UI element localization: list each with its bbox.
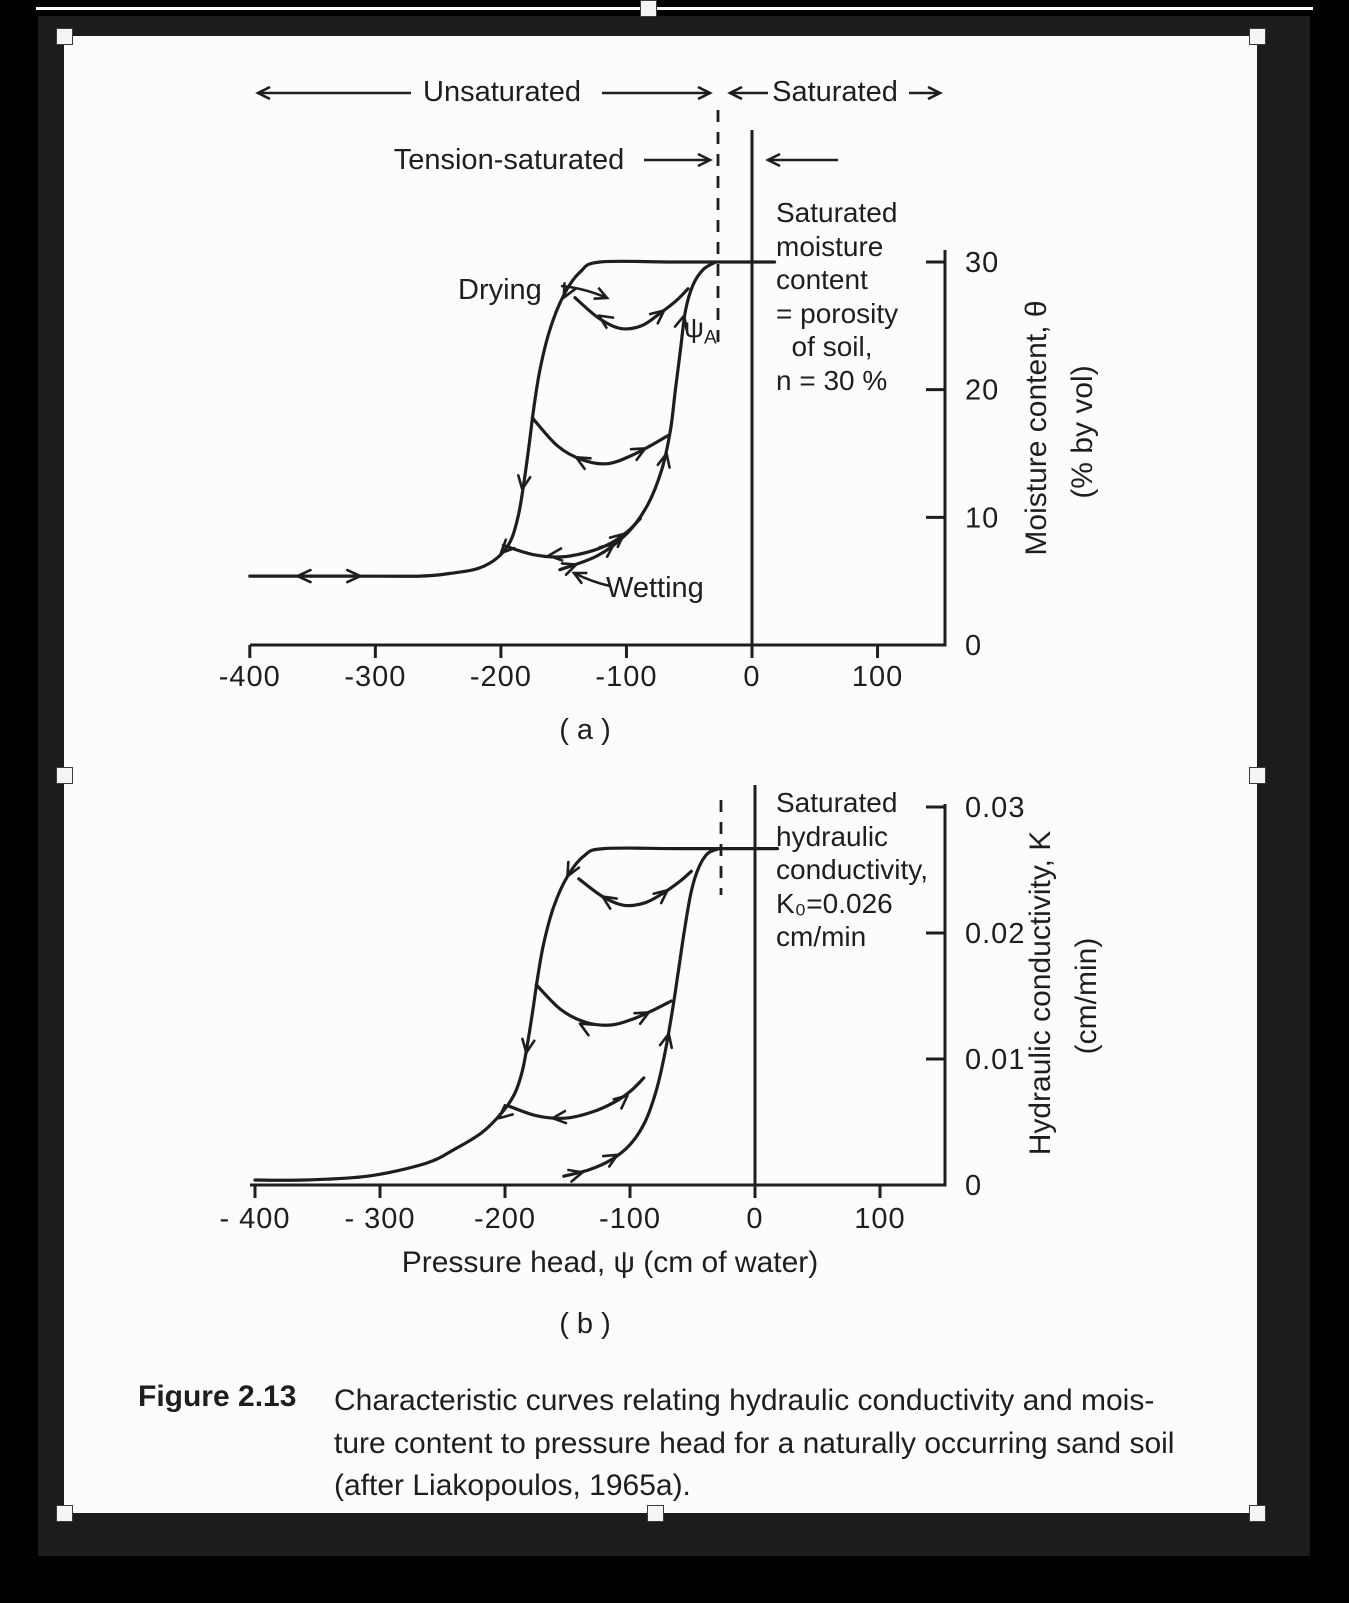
saturated-conductivity-note: Saturated hydraulic conductivity, K₀=0.0… — [776, 787, 928, 953]
curve-scanning-3 — [505, 1076, 646, 1120]
flow-arrow — [296, 568, 312, 584]
flow-arrow — [601, 1153, 619, 1168]
x-tick-label: -100 — [595, 661, 657, 693]
flow-arrow — [608, 532, 626, 549]
flow-arrow — [612, 1094, 629, 1110]
flow-arrow — [567, 1168, 584, 1183]
flow-arrow — [551, 1109, 568, 1125]
y-tick-label: 0 — [965, 630, 982, 662]
flow-arrow — [658, 1032, 674, 1050]
flow-arrow — [597, 314, 615, 330]
scanned-figure-page[interactable]: -400 -300 -200 -100 0 100 0 10 20 30 - 400 - 300 -2… — [64, 36, 1257, 1513]
selection-handle-bottom-right[interactable] — [1250, 1506, 1265, 1521]
chart-b-group: - 400 - 300 -200 -100 0 100 0 0.01 0.02 0.03 — [219, 785, 1025, 1235]
flow-arrow — [497, 1103, 514, 1120]
x-axis-title-b: Pressure head, ψ (cm of water) — [401, 1246, 819, 1279]
flow-arrow — [521, 1037, 536, 1055]
x-tick-label: 100 — [852, 661, 903, 693]
flow-arrow — [656, 452, 671, 469]
flow-arrow — [598, 542, 616, 559]
y-tick-label: 0.02 — [965, 918, 1025, 950]
flow-arrow — [673, 314, 688, 332]
annotation-arrows — [255, 85, 943, 588]
curve-wetting — [562, 847, 721, 1178]
y-tick-label: 0.03 — [965, 792, 1025, 824]
curve-drying — [253, 846, 780, 1182]
x-tick-label: - 400 — [219, 1203, 290, 1235]
y-axis-title-b-line1: Hydraulic conductivity, K — [1024, 830, 1057, 1156]
selection-handle-middle-right[interactable] — [1250, 768, 1265, 783]
flow-arrow — [562, 282, 577, 300]
selection-handle-top-right[interactable] — [1250, 29, 1265, 44]
flow-arrow — [574, 455, 592, 471]
x-tick-label: 0 — [743, 661, 760, 693]
flow-arrow — [499, 538, 516, 555]
flow-arrow — [652, 888, 669, 905]
saturated-moisture-note: Saturated moisture content = porosity of… — [776, 197, 899, 396]
selection-top-guide — [36, 7, 1313, 10]
x-tick-label: -200 — [474, 1203, 536, 1235]
selection-handle-top-left[interactable] — [57, 29, 72, 44]
drying-pointer-arrow — [560, 284, 610, 301]
flow-arrow — [566, 860, 581, 878]
x-tick-label: - 300 — [344, 1203, 415, 1235]
y-axis-title-a-line1: Moisture content, θ — [1020, 300, 1053, 556]
drying-label: Drying — [458, 274, 542, 306]
flow-arrow — [601, 895, 618, 910]
flow-arrow — [517, 474, 532, 491]
flow-arrow — [560, 562, 578, 576]
zone-label-tension-saturated: Tension-saturated — [393, 144, 625, 176]
x-tick-label: 100 — [854, 1203, 905, 1235]
curve-scanning-3 — [501, 517, 642, 559]
panel-a-sublabel: ( a ) — [559, 714, 611, 746]
wetting-pointer-arrow — [571, 571, 611, 588]
curve-scanning-1 — [573, 287, 690, 331]
curve-scanning-2 — [534, 983, 673, 1027]
y-axis-title-b-line2: (cm/min) — [1070, 937, 1103, 1055]
y-tick-label: 10 — [965, 502, 999, 534]
curve-scanning-2 — [530, 416, 670, 466]
y-tick-label: 30 — [965, 247, 999, 279]
flow-arrow — [648, 309, 666, 325]
curve-scanning-1 — [577, 869, 693, 908]
selection-handle-bottom-center[interactable] — [648, 1506, 663, 1521]
flow-arrow — [629, 447, 647, 462]
flow-arrow — [578, 1022, 596, 1037]
psi-a-label: ψA — [684, 312, 717, 350]
chart-a-group: -400 -300 -200 -100 0 100 0 10 20 30 — [219, 110, 999, 693]
x-tick-label: -100 — [599, 1203, 661, 1235]
panel-b-sublabel: ( b ) — [559, 1308, 611, 1340]
x-tick-label: -400 — [219, 661, 281, 693]
zone-label-saturated: Saturated — [772, 76, 898, 108]
selection-handle-guide-center[interactable] — [641, 1, 656, 16]
selection-handle-bottom-left[interactable] — [57, 1506, 72, 1521]
flow-arrow — [345, 568, 362, 584]
y-tick-label: 0 — [965, 1170, 982, 1202]
caption-text: Characteristic curves relating hydraulic… — [334, 1384, 1175, 1503]
caption-tag: Figure 2.13 — [138, 1380, 297, 1413]
x-tick-label: -200 — [470, 661, 532, 693]
y-tick-label: 20 — [965, 375, 999, 407]
flow-arrow — [633, 1011, 651, 1026]
zone-label-unsaturated: Unsaturated — [423, 76, 581, 108]
x-tick-label: 0 — [746, 1203, 763, 1235]
psi-a-base: ψ — [684, 312, 704, 343]
curve-drying — [248, 259, 777, 578]
selection-handle-middle-left[interactable] — [57, 768, 72, 783]
wetting-label: Wetting — [606, 572, 704, 604]
flow-arrow — [547, 547, 564, 562]
figure-canvas: -400 -300 -200 -100 0 100 0 10 20 30 - 400 - 300 -2… — [219, 85, 1025, 1235]
x-tick-label: -300 — [344, 661, 406, 693]
psi-a-subscript: A — [703, 327, 717, 349]
y-axis-title-a-line2: (% by vol) — [1066, 365, 1099, 499]
y-tick-label: 0.01 — [965, 1044, 1025, 1076]
